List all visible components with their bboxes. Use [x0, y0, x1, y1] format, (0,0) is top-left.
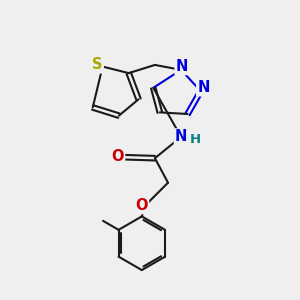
- Text: O: O: [112, 149, 124, 164]
- Text: H: H: [189, 133, 200, 146]
- Text: N: N: [197, 80, 209, 95]
- Text: N: N: [175, 129, 187, 144]
- Text: S: S: [92, 57, 103, 72]
- Text: N: N: [176, 59, 188, 74]
- Text: O: O: [136, 198, 148, 213]
